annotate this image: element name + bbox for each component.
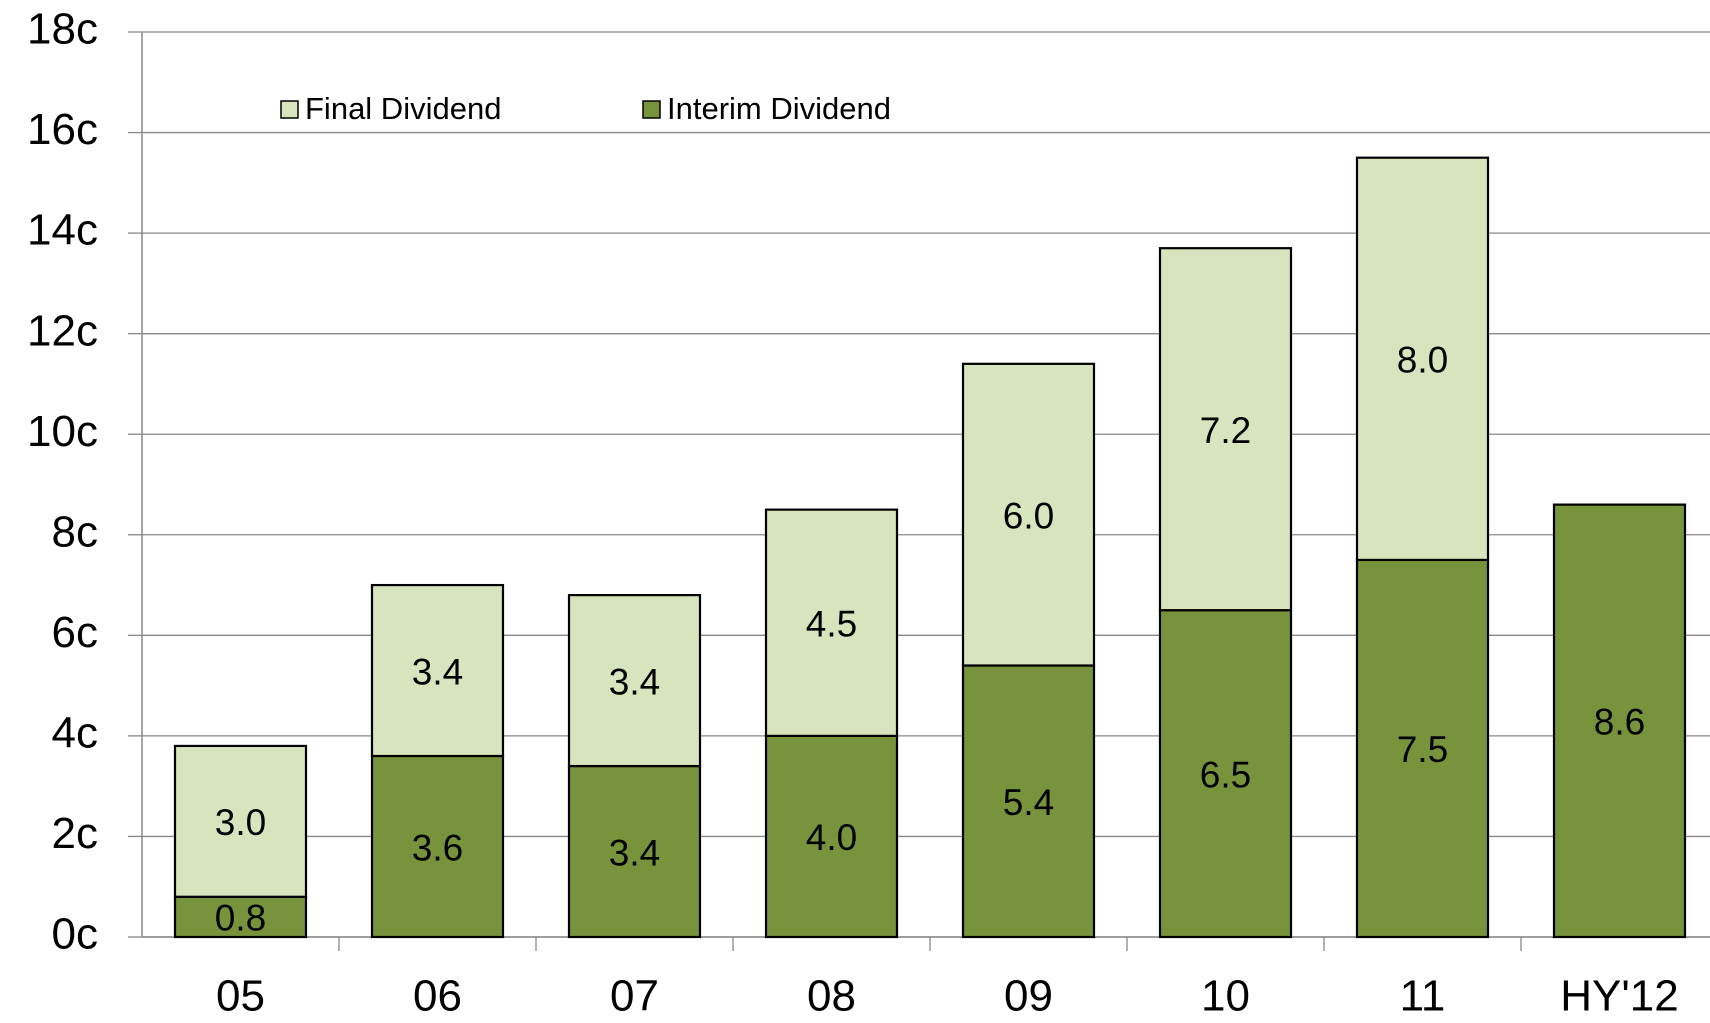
data-label: 0.8 — [215, 898, 266, 939]
data-label: 3.6 — [412, 827, 463, 868]
x-tick-label: 11 — [1400, 972, 1446, 1021]
bar-segment — [1355, 156, 1490, 562]
bar-segment — [173, 895, 308, 939]
x-tick-label: 05 — [216, 972, 265, 1021]
bar-segment — [173, 744, 308, 898]
y-tick-label: 18c — [27, 5, 98, 54]
data-label: 7.5 — [1397, 729, 1448, 770]
data-label: 4.5 — [806, 604, 857, 645]
bar-segment — [764, 734, 899, 939]
data-label: 3.0 — [215, 802, 266, 843]
bar-segment — [567, 594, 702, 768]
y-tick-label: 12c — [27, 306, 98, 355]
data-label: 4.0 — [806, 817, 857, 858]
legend-label: Final Dividend — [305, 91, 501, 126]
legend-marker — [280, 100, 299, 119]
x-tick-label: 09 — [1004, 972, 1053, 1021]
x-tick-label: 06 — [413, 972, 462, 1021]
bar-segment — [1355, 558, 1490, 939]
y-tick-label: 4c — [52, 709, 98, 758]
bar-segment — [764, 508, 899, 737]
data-label: 7.2 — [1200, 410, 1251, 451]
x-tick-label: HY'12 — [1560, 972, 1678, 1021]
y-tick-label: 14c — [27, 206, 98, 255]
bar-segment — [370, 583, 505, 758]
bar-segment — [961, 362, 1096, 667]
legend-marker — [642, 100, 661, 119]
y-tick-label: 2c — [52, 809, 98, 858]
y-tick-label: 6c — [52, 608, 98, 657]
data-label: 3.4 — [609, 661, 660, 702]
bar-segment — [961, 664, 1096, 939]
y-tick-label: 8c — [52, 507, 98, 556]
bar-segment — [1158, 609, 1293, 939]
bar-segment — [1158, 247, 1293, 612]
data-label: 6.5 — [1200, 754, 1251, 795]
data-label: 3.4 — [609, 832, 660, 873]
data-label: 5.4 — [1003, 782, 1054, 823]
data-label: 8.0 — [1397, 340, 1448, 381]
data-label: 6.0 — [1003, 495, 1054, 536]
bar-segment — [1552, 503, 1687, 939]
y-tick-label: 0c — [52, 910, 98, 959]
bar-segment — [567, 764, 702, 939]
x-tick-label: 08 — [807, 972, 856, 1021]
y-tick-label: 16c — [27, 105, 98, 154]
x-tick-label: 10 — [1201, 972, 1250, 1021]
x-tick-label: 07 — [610, 972, 659, 1021]
data-label: 3.4 — [412, 651, 463, 692]
legend-label: Interim Dividend — [667, 91, 891, 126]
data-label: 8.6 — [1594, 702, 1645, 743]
y-tick-label: 10c — [27, 407, 98, 456]
